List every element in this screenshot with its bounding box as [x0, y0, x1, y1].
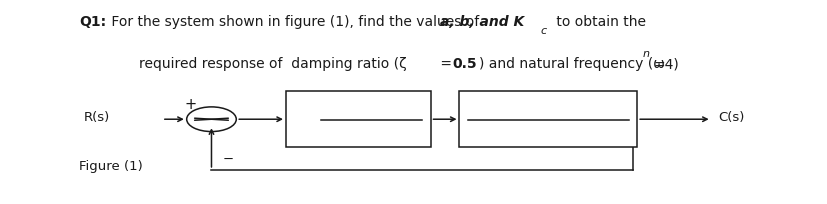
Text: =: = — [436, 57, 457, 71]
Text: a, b, and K: a, b, and K — [439, 15, 523, 29]
Text: $s+a$: $s+a$ — [355, 129, 387, 142]
FancyBboxPatch shape — [285, 91, 430, 147]
Text: 1: 1 — [543, 98, 552, 113]
FancyBboxPatch shape — [459, 91, 637, 147]
Text: For the system shown in figure (1), find the values of: For the system shown in figure (1), find… — [107, 15, 482, 29]
Text: Figure (1): Figure (1) — [79, 160, 143, 173]
Text: $\it{K}$: $\it{K}$ — [294, 111, 306, 125]
Text: =4): =4) — [653, 57, 679, 71]
Text: $s+b$: $s+b$ — [355, 98, 387, 112]
Text: C(s): C(s) — [717, 111, 743, 124]
Text: R(s): R(s) — [84, 111, 109, 124]
Text: ) and natural frequency (ω: ) and natural frequency (ω — [479, 57, 664, 71]
Text: $s(s+3)(s+8)$: $s(s+3)(s+8)$ — [504, 128, 591, 143]
Text: required response of  damping ratio (ζ: required response of damping ratio (ζ — [139, 57, 406, 71]
Text: 0.5: 0.5 — [452, 57, 477, 71]
Text: n: n — [643, 49, 649, 59]
Text: c: c — [540, 26, 546, 36]
Text: +: + — [184, 96, 197, 112]
Text: −: − — [222, 153, 233, 166]
Text: to obtain the: to obtain the — [552, 15, 645, 29]
Text: Q1:: Q1: — [79, 15, 106, 29]
Text: $\it{c}$: $\it{c}$ — [310, 124, 318, 134]
